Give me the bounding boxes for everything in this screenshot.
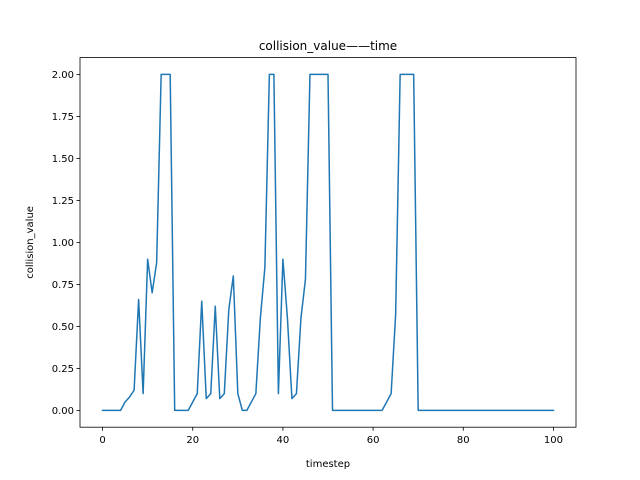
y-tick-label: 2.00	[52, 70, 74, 81]
y-tick-label: 1.75	[52, 112, 74, 123]
y-axis-label: collision_value	[25, 206, 36, 279]
y-tick-label: 0.25	[52, 364, 74, 375]
x-tick-label: 20	[186, 435, 199, 446]
y-tick-label: 0.75	[52, 280, 74, 291]
x-tick-label: 0	[99, 435, 105, 446]
y-tick-label: 1.50	[52, 154, 74, 165]
y-tick-label: 0.50	[52, 322, 74, 333]
x-tick-label: 40	[277, 435, 290, 446]
y-tick-label: 1.00	[52, 238, 74, 249]
x-tick-label: 80	[457, 435, 470, 446]
series-line-0	[101, 73, 555, 412]
y-tick-label: 1.25	[52, 196, 74, 207]
y-tick-label: 0.00	[52, 406, 74, 417]
x-tick-label: 100	[544, 435, 563, 446]
x-tick-label: 60	[367, 435, 380, 446]
x-axis-label: timestep	[306, 459, 350, 470]
chart-title: collision_value——time	[259, 39, 397, 53]
